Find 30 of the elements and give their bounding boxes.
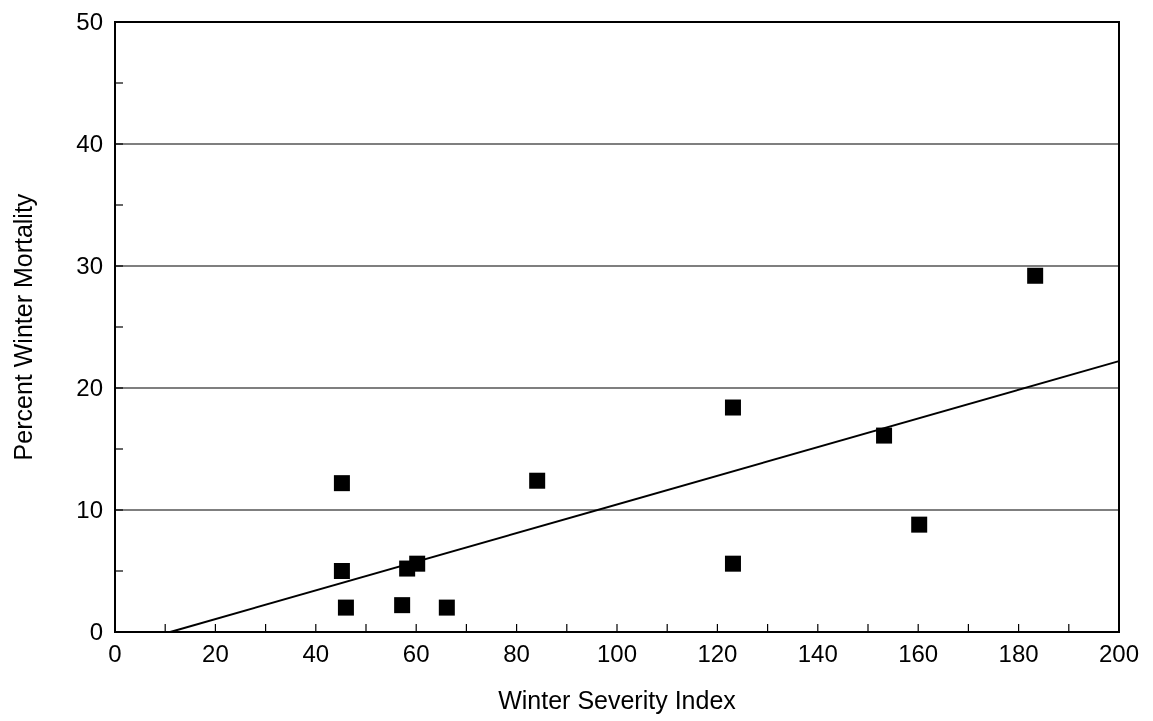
point — [333, 475, 350, 492]
point — [724, 555, 741, 572]
x-tick-label: 40 — [302, 640, 330, 667]
point — [394, 597, 411, 614]
point — [438, 599, 455, 616]
y-tick-label: 30 — [76, 252, 103, 280]
y-axis-title: Percent Winter Mortality — [9, 193, 37, 461]
x-axis-title: Winter Severity Index — [498, 686, 737, 714]
x-tick-label: 100 — [596, 640, 638, 667]
point — [337, 599, 354, 616]
point — [333, 563, 350, 579]
x-tick-label: 120 — [697, 640, 738, 667]
x-tick-label: 160 — [898, 640, 939, 667]
x-tick-label: 0 — [108, 640, 122, 667]
x-tick-label: 20 — [202, 640, 229, 667]
x-tick-label: 180 — [998, 640, 1039, 667]
y-tick-label: 10 — [76, 496, 103, 524]
point — [1027, 267, 1044, 284]
y-tick-label: 0 — [89, 618, 103, 646]
x-tick-label: 60 — [402, 640, 430, 667]
x-tick-label: 140 — [797, 640, 838, 667]
y-tick-label: 40 — [76, 130, 103, 158]
point — [724, 399, 741, 416]
y-tick-label: 50 — [76, 8, 103, 36]
point — [876, 427, 893, 444]
point — [911, 516, 928, 533]
x-tick-label: 80 — [503, 640, 530, 667]
x-tick-label: 200 — [1098, 640, 1140, 667]
y-tick-label: 20 — [76, 374, 103, 402]
point — [529, 472, 546, 489]
